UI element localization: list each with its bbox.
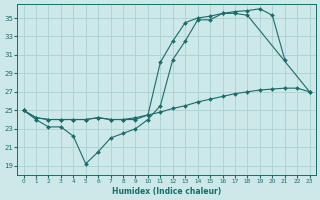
X-axis label: Humidex (Indice chaleur): Humidex (Indice chaleur) (112, 187, 221, 196)
